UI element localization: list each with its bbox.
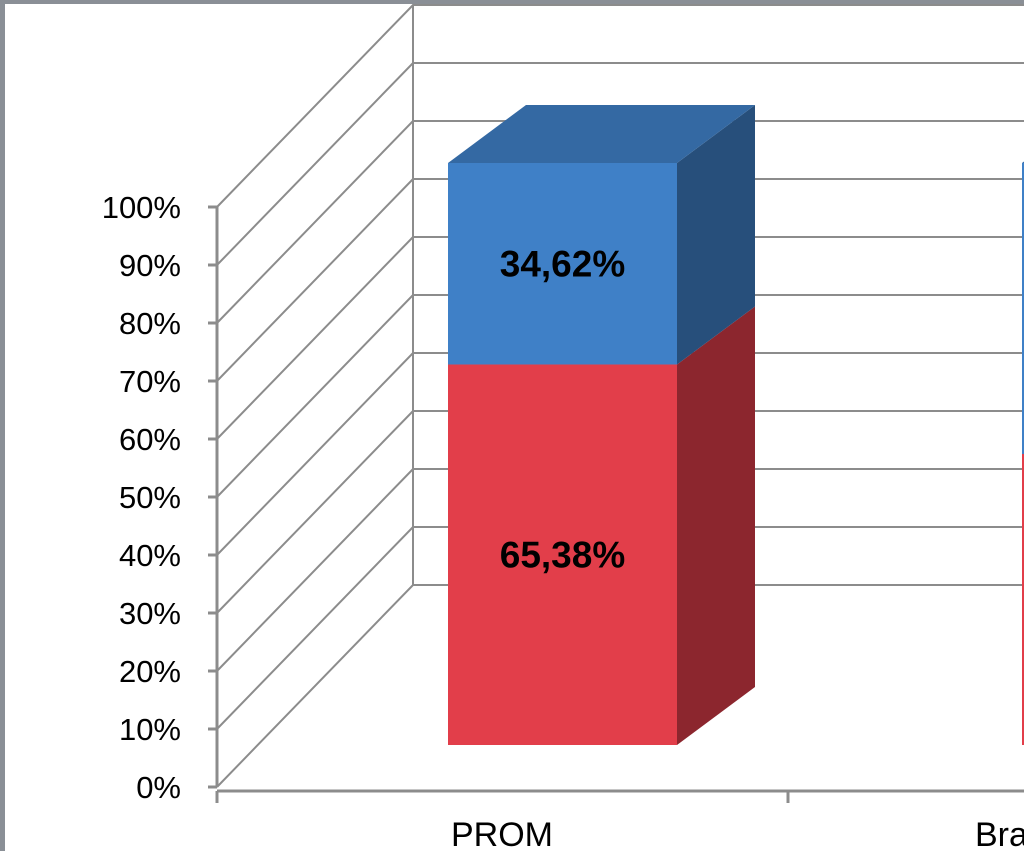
- data-label: 65,38%: [500, 535, 626, 576]
- bar-side-face: [677, 105, 755, 365]
- bars: [448, 105, 1024, 745]
- bar-side-face: [677, 306, 755, 745]
- category-label: PROM: [451, 816, 553, 854]
- y-tick-label: 20%: [119, 654, 181, 689]
- axes: [208, 205, 1024, 803]
- y-tick-label: 100%: [102, 190, 181, 225]
- bar-segment: [448, 163, 677, 365]
- chart: 0% 10% 20% 30% 40% 50% 60% 70% 80% 90% 100% 65,38% 3…: [102, 4, 1024, 854]
- bar-top-face: [448, 105, 755, 163]
- y-tick-label: 90%: [119, 248, 181, 283]
- y-tick-label: 10%: [119, 712, 181, 747]
- bar-segment: [448, 364, 677, 745]
- gridlines: [216, 4, 1024, 788]
- bar-segment: [1022, 454, 1024, 745]
- y-tick-label: 70%: [119, 364, 181, 399]
- y-tick-label: 80%: [119, 306, 181, 341]
- y-tick-label: 30%: [119, 596, 181, 631]
- y-tick-label: 50%: [119, 480, 181, 515]
- data-label: 34,62%: [500, 244, 626, 285]
- y-tick-label: 60%: [119, 422, 181, 457]
- bar-segment: [1022, 163, 1024, 454]
- labels: 0% 10% 20% 30% 40% 50% 60% 70% 80% 90% 100% 65,38% 3…: [102, 190, 1024, 854]
- y-tick-label: 0%: [136, 770, 181, 805]
- category-label: Bra: [975, 816, 1024, 854]
- y-tick-label: 40%: [119, 538, 181, 573]
